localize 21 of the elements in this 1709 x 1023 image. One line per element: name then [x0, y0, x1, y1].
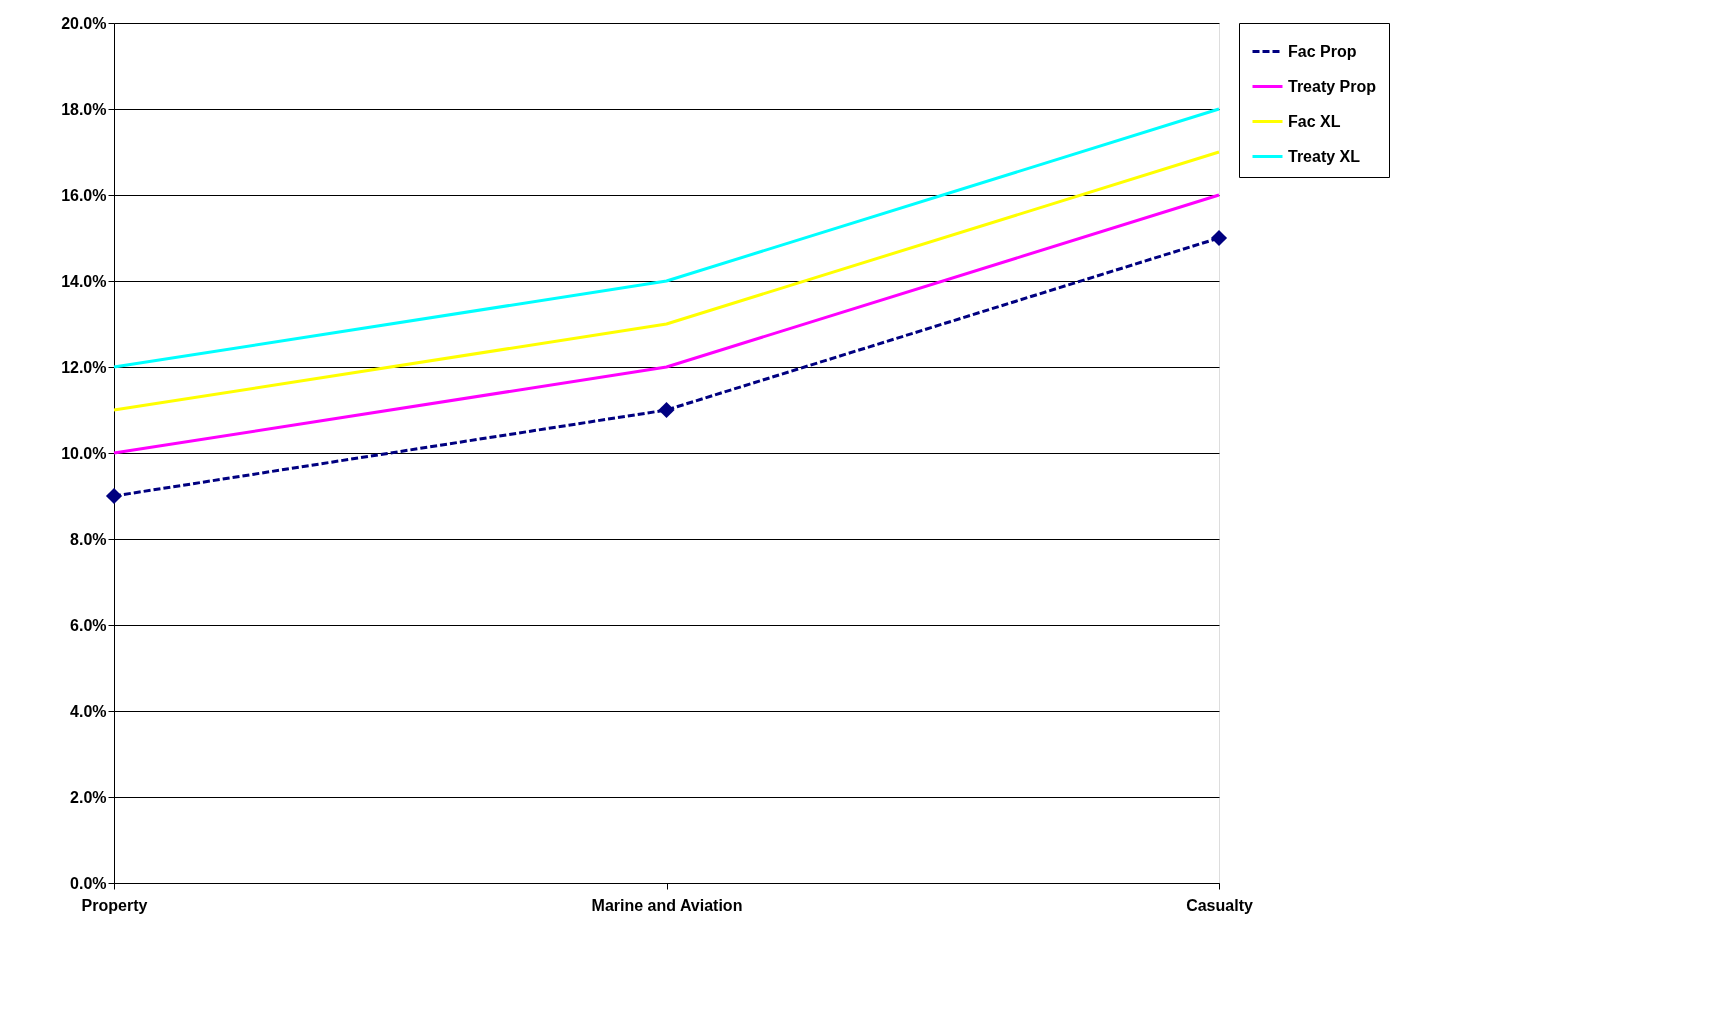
y-tick-label: 0.0%	[70, 874, 107, 892]
y-tick-label: 18.0%	[61, 100, 107, 118]
y-tick-label: 20.0%	[61, 14, 107, 32]
y-tick-label: 16.0%	[61, 186, 107, 204]
point	[1210, 229, 1228, 247]
legend-label: Fac XL	[1288, 112, 1341, 130]
x-tick-label: Property	[81, 896, 148, 914]
y-tick-label: 2.0%	[70, 788, 107, 806]
point	[105, 487, 123, 505]
y-tick-label: 6.0%	[70, 616, 107, 634]
legend-label: Treaty XL	[1288, 147, 1361, 165]
y-tick-label: 4.0%	[70, 702, 107, 720]
x-tick-label: Marine and Aviation	[591, 896, 743, 914]
legend-label: Fac Prop	[1288, 42, 1357, 60]
point	[658, 401, 675, 419]
legend-label: Treaty Prop	[1288, 77, 1377, 95]
x-tick-label: Casualty	[1186, 896, 1253, 914]
y-tick-label: 12.0%	[61, 358, 107, 376]
y-tick-label: 14.0%	[61, 272, 107, 290]
y-tick-label: 8.0%	[70, 530, 107, 548]
y-tick-label: 10.0%	[61, 444, 107, 462]
